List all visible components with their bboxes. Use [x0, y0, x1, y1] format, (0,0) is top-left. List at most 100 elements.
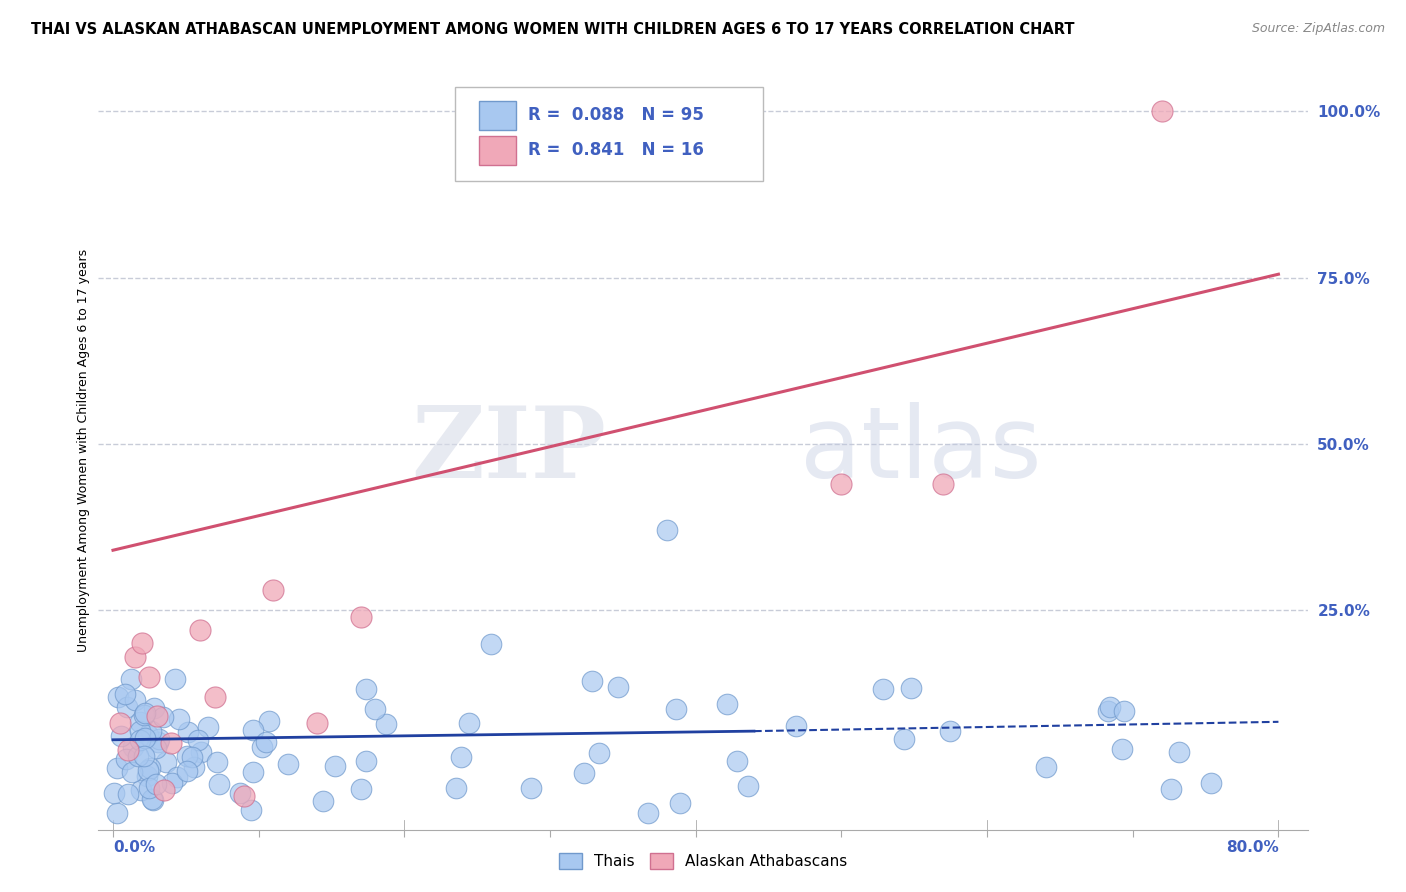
Bar [479, 136, 516, 165]
Point [190, 746, 212, 760]
Point [228, 786, 250, 800]
Point [129, 782, 152, 797]
Point [167, 713, 190, 727]
Point [136, 728, 159, 742]
Point [105, 761, 128, 775]
Point [607, 680, 630, 694]
Point [115, 752, 138, 766]
Point [138, 670, 160, 684]
Point [142, 793, 165, 807]
Y-axis label: Unemployment Among Women with Children Ages 6 to 17 years: Unemployment Among Women with Children A… [77, 249, 90, 652]
Point [148, 731, 170, 746]
Point [1099, 699, 1122, 714]
Point [588, 746, 610, 760]
Point [134, 706, 156, 720]
Point [176, 749, 198, 764]
Point [277, 756, 299, 771]
Text: R =  0.841   N = 16: R = 0.841 N = 16 [527, 141, 703, 159]
Point [121, 740, 143, 755]
Point [176, 764, 198, 778]
Point [233, 789, 256, 804]
Point [1160, 782, 1182, 797]
Point [107, 690, 129, 705]
Point [103, 786, 125, 800]
FancyBboxPatch shape [456, 87, 763, 181]
Point [155, 755, 177, 769]
Point [1114, 704, 1136, 718]
Point [180, 749, 202, 764]
Point [145, 709, 167, 723]
Point [257, 714, 280, 729]
Point [131, 636, 153, 650]
Point [117, 787, 139, 801]
Point [152, 710, 174, 724]
Legend: Thais, Alaskan Athabascans: Thais, Alaskan Athabascans [553, 847, 853, 875]
Point [105, 805, 128, 820]
Point [138, 762, 160, 776]
Point [444, 780, 467, 795]
Point [124, 692, 146, 706]
Point [134, 731, 156, 746]
Point [124, 649, 146, 664]
Text: 80.0%: 80.0% [1226, 839, 1278, 855]
Point [128, 724, 150, 739]
Point [325, 758, 347, 772]
Point [354, 754, 377, 768]
Point [1035, 760, 1057, 774]
Point [716, 697, 738, 711]
Point [129, 733, 152, 747]
Text: Source: ZipAtlas.com: Source: ZipAtlas.com [1251, 22, 1385, 36]
Point [160, 736, 183, 750]
Point [136, 763, 159, 777]
Point [110, 716, 132, 731]
Point [354, 681, 377, 696]
Point [127, 748, 149, 763]
Point [254, 735, 277, 749]
Point [129, 714, 152, 729]
Point [900, 681, 922, 695]
Point [830, 476, 852, 491]
Point [932, 476, 955, 491]
Point [141, 792, 163, 806]
Point [183, 760, 205, 774]
Point [1150, 104, 1173, 119]
Point [120, 673, 142, 687]
Point [1167, 745, 1189, 759]
Text: atlas: atlas [800, 402, 1042, 499]
Point [520, 781, 543, 796]
Point [132, 708, 155, 723]
Point [737, 779, 759, 793]
Point [139, 724, 162, 739]
Text: R =  0.088   N = 95: R = 0.088 N = 95 [527, 106, 703, 124]
Point [305, 716, 328, 731]
Point [153, 782, 176, 797]
Point [655, 523, 678, 537]
Point [240, 804, 263, 818]
Point [121, 764, 143, 779]
Point [208, 777, 231, 791]
Point [939, 723, 962, 738]
Point [665, 702, 688, 716]
Point [1111, 742, 1133, 756]
Point [204, 690, 226, 704]
Point [142, 701, 165, 715]
Text: ZIP: ZIP [412, 402, 606, 499]
Point [115, 700, 138, 714]
Point [165, 672, 187, 686]
Point [262, 583, 284, 598]
Point [134, 749, 156, 764]
Text: THAI VS ALASKAN ATHABASCAN UNEMPLOYMENT AMONG WOMEN WITH CHILDREN AGES 6 TO 17 Y: THAI VS ALASKAN ATHABASCAN UNEMPLOYMENT … [31, 22, 1074, 37]
Bar [479, 101, 516, 129]
Point [197, 720, 219, 734]
Point [637, 805, 659, 820]
Point [166, 770, 188, 784]
Point [242, 764, 264, 779]
Point [117, 743, 139, 757]
Point [375, 716, 398, 731]
Point [479, 636, 502, 650]
Point [1097, 704, 1119, 718]
Point [145, 777, 167, 791]
Point [785, 719, 807, 733]
Point [177, 724, 200, 739]
Point [114, 687, 136, 701]
